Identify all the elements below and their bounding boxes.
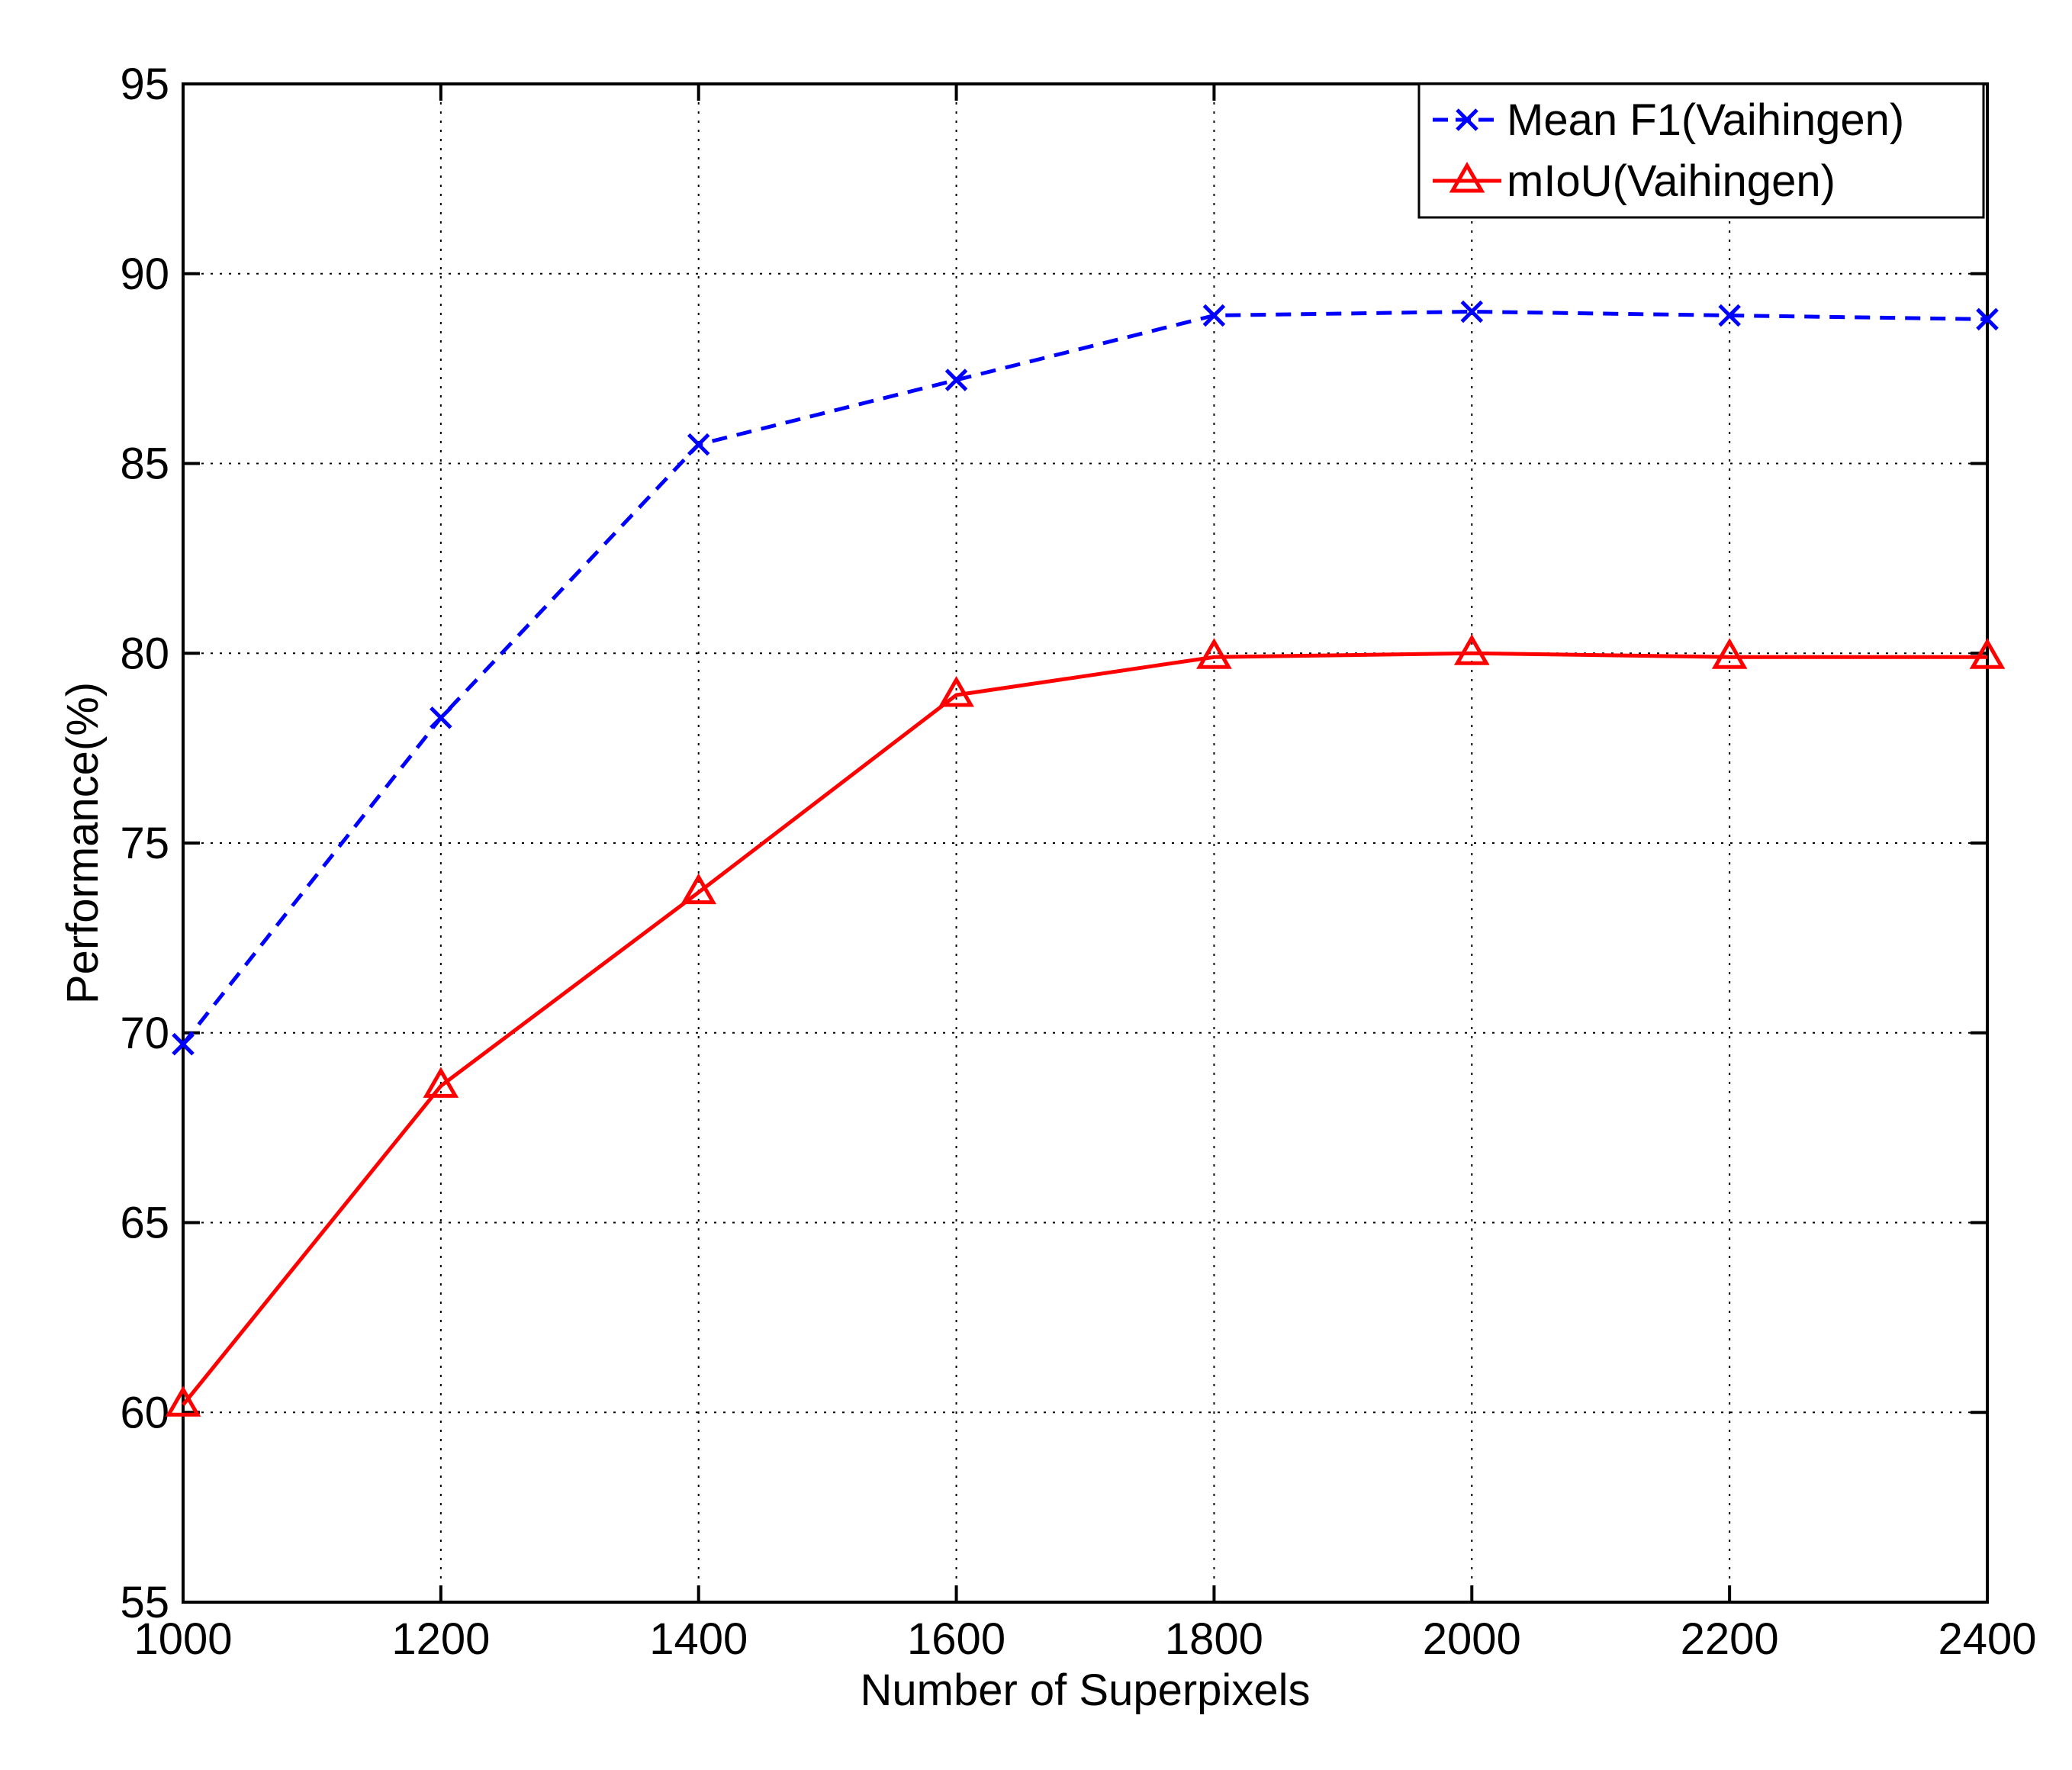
legend-marker [1449, 161, 1485, 193]
legend: Mean F1(Vaihingen) mIoU(Vaihingen) [1417, 82, 1985, 219]
data-point [165, 1385, 201, 1417]
legend-entry: mIoU(Vaihingen) [1433, 156, 1836, 206]
y-tick-label: 60 [120, 1388, 169, 1437]
data-point [1196, 638, 1232, 669]
x-tick-label: 1400 [649, 1614, 748, 1664]
x-tick-label: 2000 [1423, 1614, 1521, 1664]
x-tick-label: 1200 [391, 1614, 490, 1664]
legend-marker [1456, 108, 1478, 131]
y-axis-label: Performance(%) [58, 682, 108, 1004]
x-tick-label: 2400 [1938, 1614, 2036, 1664]
data-point [1969, 638, 2006, 669]
data-point [687, 433, 710, 456]
y-tick-label: 95 [120, 60, 169, 109]
series-mean-f1 [172, 300, 1999, 1056]
data-point [938, 675, 974, 707]
series-miou [165, 634, 2006, 1417]
x-axis-label: Number of Superpixels [861, 1665, 1311, 1715]
grid [183, 84, 1987, 1602]
y-tick-label: 75 [120, 819, 169, 868]
legend-entry: Mean F1(Vaihingen) [1433, 95, 1904, 145]
y-tick-label: 85 [120, 439, 169, 489]
data-point [1460, 300, 1484, 323]
data-point [1202, 304, 1226, 327]
x-tick-label: 2200 [1681, 1614, 1779, 1664]
y-tick-label: 80 [120, 629, 169, 678]
data-point [680, 873, 717, 905]
y-tick-label: 70 [120, 1009, 169, 1058]
x-tick-label: 1800 [1165, 1614, 1263, 1664]
legend-label: mIoU(Vaihingen) [1507, 156, 1836, 206]
plot-area [182, 82, 1989, 1604]
series-line [182, 309, 1988, 1046]
y-tick-label: 65 [120, 1199, 169, 1248]
data-point [1453, 634, 1490, 665]
x-tick-label: 1000 [134, 1614, 232, 1664]
data-point [1711, 638, 1748, 669]
x-tick-label: 1600 [907, 1614, 1005, 1664]
data-point [1976, 307, 1999, 331]
data-point [172, 1032, 195, 1056]
plot-frame [182, 82, 1989, 1604]
data-point [423, 1067, 459, 1098]
y-tick-label: 90 [120, 249, 169, 299]
axis-ticks: 1000 1200 1400 1600 1800 2000 2200 2400 55 60 65 70… [120, 60, 2036, 1664]
data-point [944, 368, 968, 391]
y-tick-label: 55 [120, 1578, 169, 1627]
series-layer [165, 300, 2006, 1417]
series-line [182, 651, 1987, 1406]
data-point [1718, 304, 1741, 327]
data-point [430, 706, 452, 729]
legend-label: Mean F1(Vaihingen) [1507, 95, 1904, 145]
legend-box [1417, 82, 1985, 219]
